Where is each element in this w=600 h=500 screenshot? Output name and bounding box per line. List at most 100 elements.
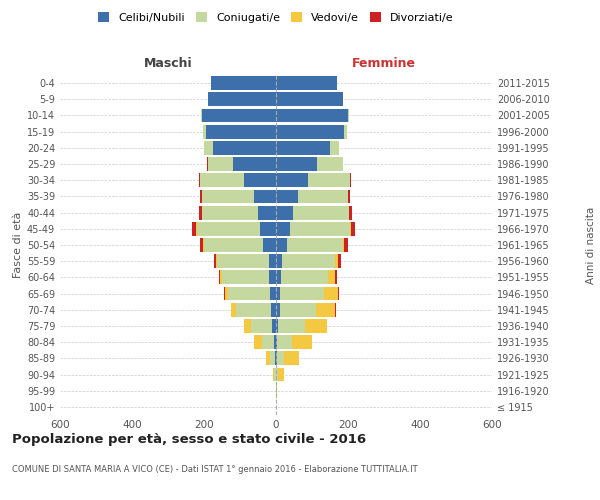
Bar xyxy=(283,254,335,268)
Bar xyxy=(280,286,323,300)
Text: COMUNE DI SANTA MARIA A VICO (CE) - Dati ISTAT 1° gennaio 2016 - Elaborazione TU: COMUNE DI SANTA MARIA A VICO (CE) - Dati… xyxy=(12,466,418,474)
Bar xyxy=(287,238,343,252)
Bar xyxy=(276,270,281,284)
Bar xyxy=(276,352,277,365)
Bar xyxy=(276,254,283,268)
Legend: Celibi/Nubili, Coniugati/e, Vedovi/e, Divorziati/e: Celibi/Nubili, Coniugati/e, Vedovi/e, Di… xyxy=(94,8,458,28)
Bar xyxy=(344,238,348,252)
Bar xyxy=(224,286,228,300)
Bar xyxy=(350,174,351,187)
Bar xyxy=(276,157,317,171)
Bar xyxy=(208,92,276,106)
Bar xyxy=(276,190,298,203)
Bar xyxy=(200,190,202,203)
Bar xyxy=(244,174,276,187)
Bar xyxy=(276,141,330,154)
Bar xyxy=(338,286,339,300)
Bar xyxy=(254,336,262,349)
Bar xyxy=(276,206,293,220)
Bar xyxy=(335,303,336,316)
Bar xyxy=(199,174,200,187)
Bar xyxy=(323,286,338,300)
Bar xyxy=(263,238,276,252)
Bar xyxy=(274,368,275,382)
Bar xyxy=(316,303,335,316)
Bar xyxy=(277,336,292,349)
Bar xyxy=(328,270,335,284)
Bar xyxy=(231,303,236,316)
Bar xyxy=(203,125,206,138)
Bar xyxy=(192,222,196,235)
Bar xyxy=(269,254,276,268)
Bar xyxy=(266,352,269,365)
Bar xyxy=(278,319,305,333)
Bar xyxy=(275,352,276,365)
Bar xyxy=(244,319,251,333)
Bar xyxy=(276,76,337,90)
Bar xyxy=(254,190,276,203)
Bar xyxy=(202,206,258,220)
Bar xyxy=(276,92,343,106)
Bar xyxy=(271,303,276,316)
Bar xyxy=(203,238,204,252)
Bar xyxy=(197,222,260,235)
Bar xyxy=(292,336,311,349)
Bar xyxy=(211,76,276,90)
Bar xyxy=(338,254,341,268)
Bar xyxy=(305,319,327,333)
Bar xyxy=(236,303,271,316)
Bar xyxy=(276,238,287,252)
Bar xyxy=(330,141,339,154)
Text: Popolazione per età, sesso e stato civile - 2016: Popolazione per età, sesso e stato civil… xyxy=(12,432,366,446)
Bar xyxy=(208,157,233,171)
Bar xyxy=(199,206,202,220)
Bar xyxy=(214,254,215,268)
Text: Femmine: Femmine xyxy=(352,57,416,70)
Bar xyxy=(276,125,344,138)
Bar xyxy=(274,336,276,349)
Bar xyxy=(348,190,350,203)
Bar xyxy=(213,141,276,154)
Bar xyxy=(258,206,276,220)
Bar xyxy=(269,352,275,365)
Bar xyxy=(262,336,274,349)
Bar xyxy=(277,368,278,382)
Bar xyxy=(200,174,244,187)
Bar xyxy=(350,222,355,235)
Bar xyxy=(276,174,308,187)
Bar xyxy=(276,222,290,235)
Bar xyxy=(278,368,284,382)
Bar xyxy=(317,157,343,171)
Bar xyxy=(206,125,276,138)
Bar xyxy=(290,222,350,235)
Bar xyxy=(202,190,254,203)
Bar xyxy=(220,270,222,284)
Bar xyxy=(298,190,348,203)
Bar xyxy=(281,270,328,284)
Bar xyxy=(276,319,278,333)
Bar xyxy=(276,286,280,300)
Bar xyxy=(335,270,337,284)
Bar xyxy=(344,125,347,138)
Bar xyxy=(204,238,263,252)
Bar xyxy=(215,254,217,268)
Bar xyxy=(272,319,276,333)
Bar xyxy=(269,286,276,300)
Bar xyxy=(293,206,349,220)
Bar xyxy=(276,108,348,122)
Bar xyxy=(233,157,276,171)
Bar xyxy=(251,319,272,333)
Bar xyxy=(222,270,269,284)
Bar xyxy=(276,336,277,349)
Bar xyxy=(260,222,276,235)
Bar xyxy=(284,352,299,365)
Y-axis label: Fasce di età: Fasce di età xyxy=(13,212,23,278)
Bar xyxy=(202,108,276,122)
Bar xyxy=(276,303,280,316)
Bar xyxy=(217,254,269,268)
Bar xyxy=(308,174,350,187)
Bar xyxy=(228,286,269,300)
Bar xyxy=(269,270,276,284)
Bar xyxy=(204,141,213,154)
Bar xyxy=(276,384,277,398)
